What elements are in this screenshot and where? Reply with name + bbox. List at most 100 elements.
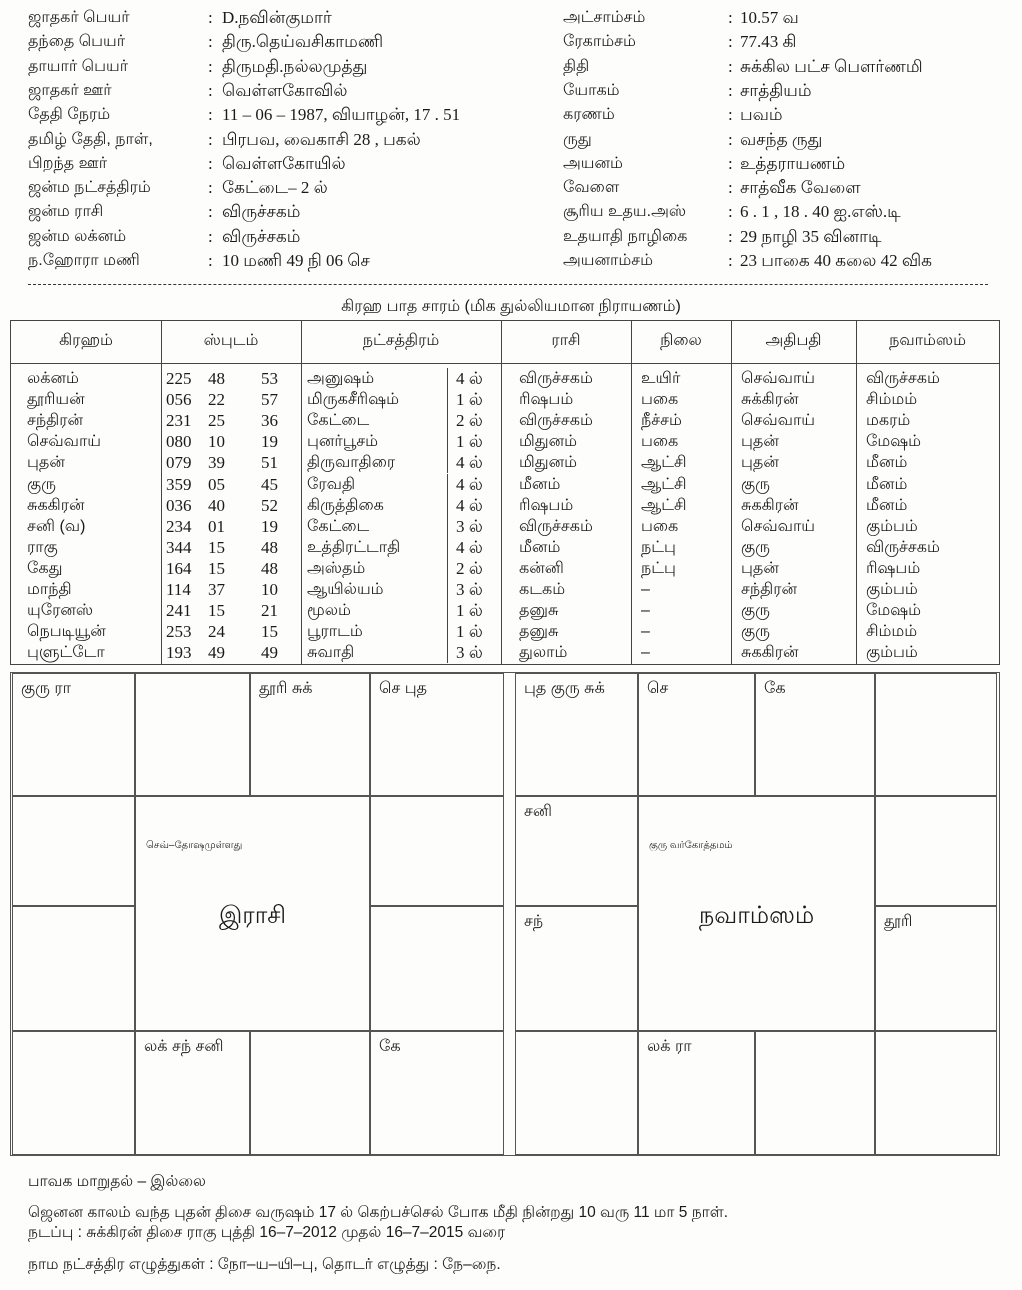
detail-label: ரேகாம்சம் (563, 33, 636, 51)
table-cell: மேஷம் (866, 602, 922, 620)
detail-colon: : (728, 202, 733, 222)
detail-colon: : (728, 178, 733, 198)
detail-colon: : (208, 251, 213, 270)
table-cell: 15 (208, 601, 225, 621)
table-cell: சனி (வ) (27, 517, 86, 535)
detail-colon: : (208, 226, 213, 246)
detail-colon: : (728, 32, 733, 52)
table-cell: 15 (261, 622, 278, 642)
planet-table: கிரஹம் ஸ்புடம் நட்சத்திரம் ராசி நிலை அதிபதி நவ… (10, 320, 1000, 665)
table-cell: 53 (261, 369, 278, 388)
detail-value: விருச்சகம் (222, 226, 301, 246)
table-cell: 2 ல் (456, 411, 483, 431)
pada-divider (447, 473, 448, 495)
detail-value: 11 – 06 – 1987, வியாழன், 17 . 51 (222, 105, 461, 125)
table-cell: 253 (166, 622, 192, 642)
table-cell: செவ்வாய் (741, 517, 816, 535)
table-cell: 1 ல் (456, 432, 483, 452)
table-cell: விருச்சகம் (519, 517, 593, 535)
dashed-divider (28, 284, 988, 285)
table-cell: திருவாதிரை (307, 454, 396, 472)
table-cell: மூலம் (307, 602, 351, 620)
charts-box: குரு ரா தூரி சுக் செ புத லக் சந் சனி கே செவ்–… (10, 672, 1000, 1156)
pada-divider (447, 431, 448, 453)
pada-divider (447, 536, 448, 558)
table-cell: நட்பு (641, 538, 676, 556)
table-cell: சிம்மம் (866, 623, 918, 641)
table-cell: மகரம் (866, 412, 911, 430)
table-cell: 3 ல் (456, 580, 483, 599)
table-cell: 21 (261, 601, 278, 621)
table-cell: மிருகசீரிஷம் (307, 391, 399, 409)
table-cell: மீனம் (866, 454, 908, 472)
table-cell: பகை (641, 517, 679, 535)
house-cell: புத குரு சுக் (515, 673, 638, 796)
table-cell: நீச்சம் (641, 412, 682, 430)
detail-label: ந.ஹோரா மணி (28, 252, 140, 269)
table-cell: மிதுனம் (519, 433, 578, 451)
house-cell (250, 1031, 370, 1155)
table-cell: சுககிரன் (27, 496, 85, 514)
table-cell: 234 (166, 516, 192, 536)
table-cell: 57 (261, 390, 278, 410)
column-divider (731, 321, 732, 664)
pada-divider (447, 642, 448, 664)
table-cell: 22 (208, 390, 225, 410)
table-cell: 344 (166, 537, 192, 557)
table-cell: தனுசு (519, 602, 559, 620)
table-cell: குரு (741, 475, 770, 493)
detail-value: வசந்த ருது (740, 129, 823, 149)
chart-title: நவாம்ஸம் (698, 902, 815, 929)
table-cell: 15 (208, 537, 225, 557)
column-divider (856, 321, 857, 664)
detail-label: ஜாதகர் பெயர் (28, 9, 130, 26)
table-cell: மாந்தி (27, 581, 72, 598)
detail-label: ஜாதகர் ஊர் (28, 81, 112, 99)
table-cell: 48 (261, 537, 278, 557)
house-cell: தூரி (875, 906, 997, 1031)
detail-value: வெள்ளகோவில் (222, 80, 348, 100)
column-header: ராசி (551, 332, 581, 349)
house-cell (12, 796, 135, 906)
house-cell (135, 673, 250, 796)
detail-value: சுக்கில பட்ச பௌர்ணமி (740, 56, 923, 76)
detail-value: உத்தராயணம் (740, 153, 846, 173)
table-cell: ஆட்சி (641, 454, 687, 472)
detail-label: ருது (563, 130, 592, 148)
detail-value: திரு.தெய்வசிகாமணி (222, 32, 384, 52)
table-cell: 39 (208, 453, 225, 473)
house-cell (370, 796, 504, 906)
table-cell: புதன் (27, 454, 65, 472)
table-cell: துலாம் (519, 644, 568, 662)
column-header: அதிபதி (765, 332, 822, 349)
column-divider (631, 321, 632, 664)
table-cell: – (641, 623, 650, 641)
column-divider (161, 321, 162, 664)
detail-value: விருச்சகம் (222, 202, 301, 222)
table-cell: 114 (166, 580, 191, 599)
detail-label: தாயார் பெயர் (28, 57, 129, 75)
table-cell: கடகம் (519, 581, 566, 598)
detail-colon: : (208, 80, 213, 100)
table-cell: கன்னி (519, 559, 564, 577)
detail-label: தமிழ் தேதி, நாள், (28, 130, 153, 148)
detail-colon: : (728, 129, 733, 149)
table-cell: செவ்வாய் (741, 370, 816, 387)
house-cell: சனி (515, 796, 638, 906)
detail-label: சூரிய உதய.அஸ் (563, 203, 687, 221)
table-cell: கும்பம் (866, 581, 918, 598)
table-cell: குரு (27, 475, 56, 493)
detail-value: 23 பாகை 40 கலை 42 விக (740, 251, 933, 270)
table-cell: பகை (641, 391, 679, 409)
table-cell: குரு (741, 538, 770, 556)
detail-label: திதி (563, 57, 590, 75)
table-cell: 49 (261, 643, 278, 663)
table-cell: ஆயில்யம் (307, 581, 384, 598)
table-cell: கிருத்திகை (307, 496, 384, 514)
house-cell (515, 1031, 638, 1155)
detail-label: அயனம் (563, 154, 623, 172)
chart-center: செவ்–தோஷமுள்ளது இராசி (135, 796, 370, 1031)
table-cell: மீனம் (519, 538, 561, 556)
column-divider (301, 321, 302, 664)
